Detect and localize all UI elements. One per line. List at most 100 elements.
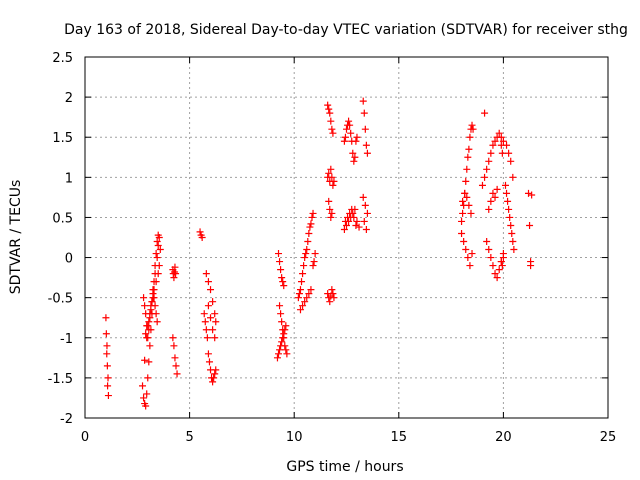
data-point (279, 278, 287, 286)
data-point (329, 181, 337, 189)
data-point (508, 229, 516, 237)
data-point (212, 318, 220, 326)
data-point (495, 266, 503, 274)
data-points (102, 97, 536, 410)
data-point (277, 310, 285, 318)
data-point (503, 189, 511, 197)
data-point (205, 358, 213, 366)
data-point (299, 302, 307, 310)
data-point (340, 137, 348, 145)
data-point (466, 262, 474, 270)
data-point (328, 173, 336, 181)
data-point (468, 250, 476, 258)
data-point (324, 101, 332, 109)
y-tick-label: 2.5 (52, 51, 73, 66)
x-axis-label: GPS time / hours (286, 459, 403, 475)
y-tick-label: 1.5 (52, 131, 73, 146)
data-point (465, 145, 473, 153)
data-point (491, 270, 499, 278)
data-point (211, 310, 219, 318)
data-point (309, 262, 317, 270)
data-point (170, 274, 178, 282)
data-point (204, 350, 212, 358)
data-point (150, 294, 158, 302)
data-point (485, 246, 493, 254)
data-point (282, 322, 290, 330)
data-point (307, 220, 315, 228)
data-point (145, 326, 153, 334)
data-point (489, 141, 497, 149)
data-point (156, 246, 164, 254)
data-point (466, 133, 474, 141)
data-point (346, 121, 354, 129)
data-point (143, 390, 151, 398)
data-point (308, 213, 316, 221)
data-point (343, 221, 350, 229)
data-point (204, 278, 212, 286)
data-point (462, 177, 470, 185)
data-point (487, 149, 495, 157)
data-point (325, 169, 333, 177)
data-point (360, 109, 368, 117)
data-point (280, 334, 288, 342)
data-point (301, 254, 309, 262)
data-point (326, 109, 334, 117)
data-point (149, 290, 157, 298)
data-point (525, 189, 533, 197)
data-point (207, 286, 215, 294)
data-point (327, 117, 335, 125)
data-point (485, 205, 493, 213)
data-point (146, 314, 154, 322)
data-point (347, 129, 355, 137)
data-point (153, 318, 161, 326)
data-point (464, 254, 472, 262)
data-point (173, 370, 181, 378)
data-point (277, 266, 285, 274)
data-point (483, 238, 491, 246)
x-tick-label: 25 (600, 430, 617, 445)
data-point (487, 197, 495, 205)
data-point (468, 121, 476, 129)
data-point (303, 246, 311, 254)
data-point (102, 330, 110, 338)
data-point (202, 270, 210, 278)
data-point (352, 221, 360, 229)
data-point (104, 382, 112, 390)
data-point (352, 137, 360, 145)
data-point (196, 228, 204, 236)
data-point (142, 330, 150, 338)
data-point (506, 213, 514, 221)
x-tick-label: 10 (286, 430, 303, 445)
data-point (363, 209, 371, 217)
data-point (353, 133, 361, 141)
data-point (355, 223, 363, 231)
data-point (171, 263, 179, 271)
x-tick-labels: 0 5 10 15 20 25 (81, 430, 616, 445)
data-point (361, 125, 369, 133)
data-point (507, 221, 515, 229)
data-point (140, 294, 148, 302)
data-point (509, 238, 517, 246)
data-point (459, 197, 467, 205)
data-point (493, 274, 501, 282)
data-point (278, 274, 286, 282)
x-tick-label: 0 (81, 430, 89, 445)
data-point (155, 234, 163, 241)
data-point (460, 238, 468, 246)
data-point (103, 350, 111, 358)
data-point (141, 302, 149, 310)
data-point (493, 185, 501, 193)
data-point (459, 209, 467, 217)
data-point (463, 193, 471, 201)
data-point (148, 298, 156, 306)
data-point (340, 225, 348, 233)
data-point (310, 258, 318, 266)
data-point (305, 229, 313, 237)
data-point (485, 157, 493, 165)
data-point (211, 370, 219, 378)
data-point (278, 338, 286, 346)
data-point (362, 225, 370, 233)
data-point (296, 286, 304, 294)
data-point (503, 141, 511, 149)
data-point (172, 270, 180, 278)
